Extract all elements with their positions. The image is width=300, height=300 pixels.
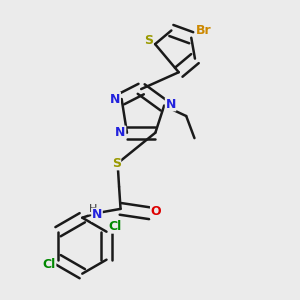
Text: N: N: [165, 98, 176, 111]
Text: Br: Br: [195, 24, 211, 37]
Text: S: S: [144, 34, 153, 46]
Text: N: N: [115, 126, 126, 139]
Text: S: S: [112, 157, 121, 170]
Text: N: N: [110, 92, 120, 106]
Text: Cl: Cl: [109, 220, 122, 233]
Text: Cl: Cl: [43, 258, 56, 271]
Text: O: O: [151, 205, 161, 218]
Text: H: H: [88, 204, 97, 214]
Text: N: N: [92, 208, 102, 221]
